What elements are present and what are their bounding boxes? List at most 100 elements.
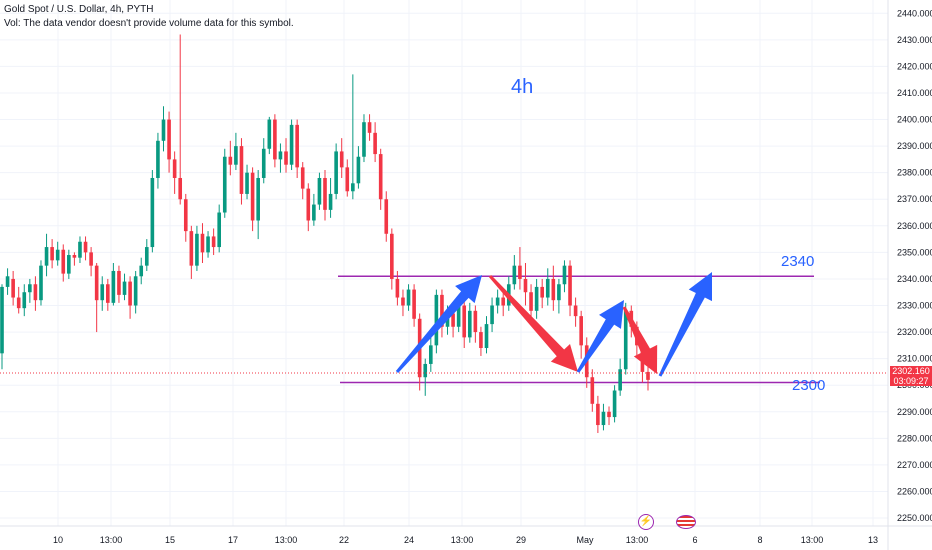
time-tick-label: 13:00	[275, 535, 298, 545]
candle-body	[512, 265, 517, 285]
arrow-up-3[interactable]	[658, 272, 712, 377]
price-tick-label: 2380.000	[897, 168, 932, 178]
candle-body	[128, 281, 132, 306]
price-tick-label: 2340.000	[897, 274, 932, 284]
candle-body	[0, 286, 4, 354]
arrow-up-1[interactable]	[395, 275, 482, 373]
time-tick-label: 13:00	[801, 535, 824, 545]
candle-body	[278, 151, 283, 160]
candle-body	[623, 310, 628, 370]
candle-body	[568, 265, 572, 306]
candle-body	[55, 249, 60, 261]
price-tick-label: 2440.000	[897, 8, 932, 18]
arrow-up-2[interactable]	[576, 300, 624, 373]
candle-body	[328, 193, 333, 210]
candle-body	[39, 265, 43, 301]
candle-body	[456, 305, 461, 327]
candle-body	[89, 252, 93, 266]
candle-body	[72, 255, 77, 258]
candle-body	[362, 122, 366, 157]
candle-body	[284, 151, 288, 165]
candle-body	[300, 167, 305, 189]
candle-body	[106, 284, 110, 303]
candle-body	[467, 310, 472, 338]
candle-body	[596, 403, 600, 426]
time-axis-ticks[interactable]: 10 13:00 15 17 13:00 22 24 13:00 29 May 13:00 6 8 13:…	[53, 535, 878, 545]
time-tick-label: 13:00	[100, 535, 123, 545]
candle-body	[172, 159, 177, 178]
candle-body	[612, 390, 617, 418]
drawing-arrows	[395, 272, 712, 377]
candle-body	[206, 236, 210, 253]
price-tick-label: 2310.000	[897, 354, 932, 364]
price-tick-label: 2270.000	[897, 460, 932, 470]
price-tick-label: 2370.000	[897, 194, 932, 204]
candle-body	[462, 305, 467, 338]
price-axis-ticks[interactable]: 2250.000 2260.000 2270.000 2280.000 2290.000…	[897, 8, 932, 523]
candle-body	[618, 369, 622, 391]
candle-body	[273, 119, 277, 160]
candle-body	[161, 119, 166, 141]
time-tick-label: 13:00	[626, 535, 649, 545]
time-tick-label: 17	[228, 535, 238, 545]
candle-body	[551, 278, 556, 301]
candle-body	[195, 233, 199, 266]
candle-body	[367, 122, 372, 133]
candle-body	[601, 411, 606, 426]
candle-body	[378, 154, 383, 200]
candle-body	[183, 199, 188, 232]
candle-body	[412, 289, 416, 319]
candle-body	[540, 286, 544, 298]
candle-body	[356, 156, 361, 184]
time-tick-label: 13:00	[451, 535, 474, 545]
price-tick-label: 2390.000	[897, 141, 932, 151]
candle-body	[22, 292, 27, 309]
price-tick-label: 2280.000	[897, 433, 932, 443]
symbol-title[interactable]: Gold Spot / U.S. Dollar, 4h, PYTH	[4, 4, 154, 15]
candle-body	[351, 183, 355, 192]
candle-body	[523, 278, 528, 293]
candle-body	[518, 265, 522, 279]
lightning-event-icon[interactable]: ⚡	[638, 514, 654, 530]
price-tick-label: 2260.000	[897, 486, 932, 496]
current-price-tag: 2302.160 03:09:27	[890, 366, 932, 386]
candle-body	[16, 297, 21, 309]
candlestick-series	[0, 34, 650, 434]
candle-body	[545, 278, 550, 298]
candle-body	[122, 281, 127, 295]
candle-body	[61, 249, 66, 274]
candle-body	[529, 292, 533, 311]
candle-body	[100, 284, 105, 301]
candle-body	[473, 310, 478, 333]
arrow-down-1[interactable]	[488, 274, 578, 372]
price-tick-label: 2360.000	[897, 221, 932, 231]
price-tick-label: 2290.000	[897, 407, 932, 417]
time-tick-label: 13	[868, 535, 878, 545]
candle-body	[245, 172, 249, 194]
candle-body	[373, 132, 377, 155]
candle-body	[50, 247, 54, 261]
candle-body	[167, 119, 171, 160]
candle-body	[423, 363, 428, 378]
arrow-down-2[interactable]	[622, 306, 658, 374]
candle-body	[139, 265, 144, 277]
candle-body	[590, 377, 595, 404]
candle-body	[33, 284, 38, 301]
candle-body	[289, 124, 294, 165]
candle-body	[646, 371, 650, 380]
candle-body	[323, 177, 327, 210]
time-tick-label: 8	[757, 535, 762, 545]
symbol-legend: Gold Spot / U.S. Dollar, 4h, PYTH Vol: T…	[4, 3, 294, 31]
candle-body	[479, 332, 483, 349]
level-2340-label: 2340	[781, 253, 815, 270]
candle-body	[234, 146, 238, 165]
us-flag-event-icon[interactable]	[676, 515, 696, 529]
candle-body	[401, 297, 405, 306]
candle-body	[28, 284, 32, 293]
candle-body	[440, 294, 444, 327]
candle-body	[94, 265, 99, 301]
candle-body	[156, 140, 160, 178]
candle-body	[78, 241, 82, 258]
candle-body	[406, 289, 411, 306]
